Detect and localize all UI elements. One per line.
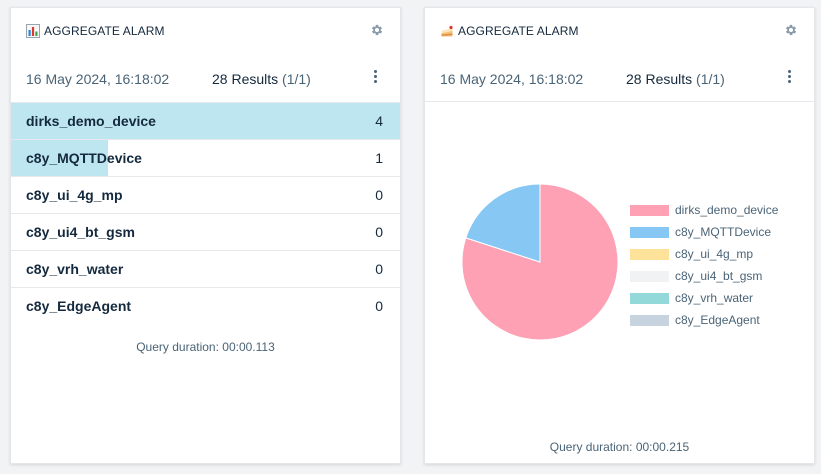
legend-swatch (630, 270, 669, 282)
legend-item[interactable]: c8y_vrh_water (630, 287, 778, 309)
results-label: 28 Results (626, 71, 693, 87)
legend-label: dirks_demo_device (675, 203, 779, 217)
bar-chart-icon (26, 24, 40, 38)
pagination: (1/1) (696, 71, 725, 87)
legend-swatch (630, 204, 669, 216)
toolbar-divider (425, 101, 814, 102)
legend-swatch (630, 248, 669, 260)
results-count: 28 Results (1/1) (626, 71, 725, 87)
legend-item[interactable]: c8y_ui4_bt_gsm (630, 265, 778, 287)
results-label: 28 Results (212, 71, 279, 87)
alarm-list: dirks_demo_device 4 c8y_MQTTDevice 1 c8y_ui_… (11, 102, 400, 324)
widget-toolbar: 16 May 2024, 16:18:02 28 Results (1/1) (425, 64, 814, 102)
row-device-name: c8y_EdgeAgent (26, 298, 132, 314)
legend-item[interactable]: c8y_EdgeAgent (630, 309, 778, 331)
query-duration: Query duration: 00:00.113 (136, 340, 275, 354)
table-row[interactable]: c8y_ui4_bt_gsm 0 (11, 213, 400, 250)
legend-label: c8y_ui_4g_mp (675, 247, 754, 261)
pie-slice-c8y_MQTTDevice[interactable] (465, 183, 541, 263)
row-device-name: dirks_demo_device (26, 113, 156, 129)
cake-icon (440, 24, 454, 38)
legend-swatch (630, 314, 669, 326)
refresh-date: 16 May 2024, 16:18:02 (26, 71, 170, 87)
row-count: 0 (375, 224, 383, 240)
query-duration: Query duration: 00:00.215 (549, 440, 690, 454)
refresh-date: 16 May 2024, 16:18:02 (440, 71, 584, 87)
widget-toolbar: 16 May 2024, 16:18:02 28 Results (1/1) (11, 64, 400, 102)
chart-legend: dirks_demo_device c8y_MQTTDevice c8y_ui_4g… (630, 199, 778, 331)
results-count: 28 Results (1/1) (212, 71, 311, 87)
aggregate-alarm-list-widget: AGGREGATE ALARM 16 May 2024, 16:18:02 28… (10, 7, 401, 464)
widget-title-text: AGGREGATE ALARM (458, 24, 579, 38)
row-device-name: c8y_MQTTDevice (26, 150, 142, 166)
table-row[interactable]: c8y_ui_4g_mp 0 (11, 176, 400, 213)
legend-label: c8y_vrh_water (675, 291, 754, 305)
legend-label: c8y_ui4_bt_gsm (675, 269, 763, 283)
widget-title-text: AGGREGATE ALARM (44, 24, 165, 38)
row-count: 1 (375, 150, 383, 166)
more-options-icon[interactable] (372, 70, 378, 86)
table-row[interactable]: c8y_vrh_water 0 (11, 250, 400, 287)
legend-swatch (630, 292, 669, 304)
table-row[interactable]: c8y_EdgeAgent 0 (11, 287, 400, 324)
legend-item[interactable]: dirks_demo_device (630, 199, 778, 221)
gear-icon[interactable] (784, 23, 798, 37)
gear-icon[interactable] (370, 23, 384, 37)
value-bar (11, 103, 400, 139)
legend-label: c8y_MQTTDevice (675, 225, 772, 239)
aggregate-alarm-pie-widget: AGGREGATE ALARM 16 May 2024, 16:18:02 28… (424, 7, 815, 464)
row-device-name: c8y_vrh_water (26, 261, 124, 277)
widget-title: AGGREGATE ALARM (440, 23, 579, 39)
table-row[interactable]: dirks_demo_device 4 (11, 102, 400, 139)
row-count: 4 (375, 113, 383, 129)
row-device-name: c8y_ui4_bt_gsm (26, 224, 135, 240)
row-device-name: c8y_ui_4g_mp (26, 187, 123, 203)
legend-item[interactable]: c8y_ui_4g_mp (630, 243, 778, 265)
row-count: 0 (375, 187, 383, 203)
row-count: 0 (375, 261, 383, 277)
legend-label: c8y_EdgeAgent (675, 313, 760, 327)
pie-chart (461, 183, 619, 341)
pagination: (1/1) (282, 71, 311, 87)
table-row[interactable]: c8y_MQTTDevice 1 (11, 139, 400, 176)
more-options-icon[interactable] (786, 70, 792, 86)
row-count: 0 (375, 298, 383, 314)
widget-title: AGGREGATE ALARM (26, 23, 165, 39)
legend-item[interactable]: c8y_MQTTDevice (630, 221, 778, 243)
value-bar (11, 140, 108, 176)
legend-swatch (630, 226, 669, 238)
